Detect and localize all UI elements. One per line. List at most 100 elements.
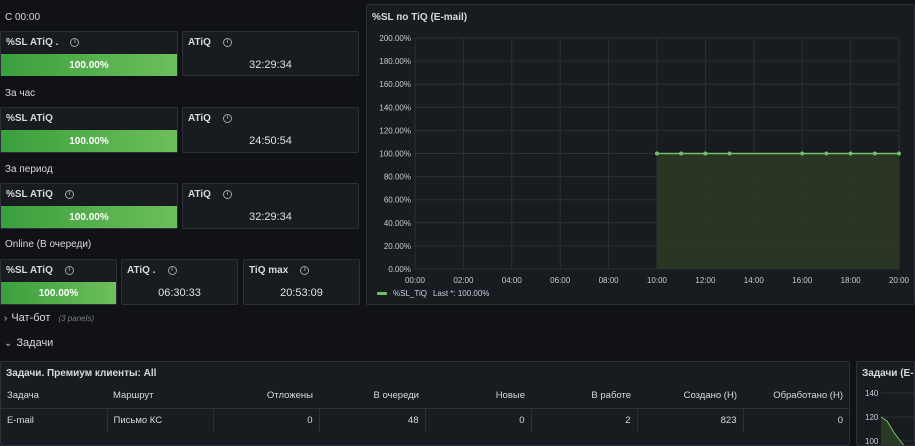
table-row[interactable]: E-mail Письмо КС 0 48 0 2 823 0 — [1, 408, 849, 432]
table-cell: E-mail — [1, 408, 108, 432]
y-tick-label: 20.00% — [384, 242, 411, 251]
table-cell: 48 — [319, 408, 426, 432]
chart-legend[interactable]: %SL_TiQ Last *: 100.00% — [377, 289, 489, 298]
atiq-value: 32:29:34 — [249, 211, 292, 223]
x-tick-label: 10:00 — [647, 276, 668, 285]
x-tick-label: 14:00 — [744, 276, 765, 285]
x-tick-label: 00:00 — [405, 276, 426, 285]
info-icon[interactable]: i — [300, 266, 310, 275]
info-icon[interactable]: i — [222, 190, 232, 199]
column-header[interactable]: Обработано (Н) — [743, 384, 849, 409]
atiq-value: 24:50:54 — [249, 135, 292, 147]
info-icon[interactable]: i — [64, 190, 74, 199]
section-online: Online (В очереди) — [5, 239, 92, 250]
tiq-max-value: 20:53:09 — [280, 287, 323, 299]
data-point — [824, 151, 829, 156]
row-chatbot[interactable]: › Чат-бот (3 panels) — [4, 312, 94, 324]
panel-title: %SL ATiQ — [6, 189, 53, 200]
info-icon[interactable]: i — [222, 114, 232, 123]
atiq-panel-2[interactable]: ATiQ i 24:50:54 — [182, 107, 359, 153]
data-point — [872, 151, 877, 156]
data-point — [679, 151, 684, 156]
tiq-max-panel[interactable]: TiQ max i 20:53:09 — [243, 259, 360, 305]
x-tick-label: 08:00 — [599, 276, 620, 285]
info-icon[interactable]: i — [64, 266, 74, 275]
y-tick-label: 60.00% — [384, 196, 411, 205]
row-title: Чат-бот — [11, 312, 51, 324]
y-tick-label: 180.00% — [379, 57, 411, 66]
table-cell: 0 — [213, 408, 320, 432]
section-per-period: За период — [5, 164, 53, 175]
sl-atiq-panel-2[interactable]: %SL ATiQ 100.00% — [0, 107, 178, 153]
panel-title: ATiQ — [188, 113, 211, 124]
column-header[interactable]: В работе — [531, 384, 637, 409]
section-since-midnight: С 00:00 — [5, 12, 41, 23]
atiq-panel-1[interactable]: ATiQ i 32:29:34 — [182, 31, 359, 76]
sl-gauge-bar: 100.00% — [1, 130, 177, 152]
data-point — [655, 151, 659, 156]
panel-title: ATiQ — [188, 37, 211, 48]
table-cell: 0 — [837, 414, 843, 426]
data-point — [848, 151, 853, 156]
tasks-table-panel[interactable]: Задачи. Премиум клиенты: All Задача Марш… — [0, 361, 850, 446]
mini-chart-title: Задачи (E-m — [862, 368, 914, 379]
sl-tiq-chart-panel[interactable]: %SL по TiQ (E-mail) 0.00% 20.00% 40.00% 60.… — [366, 4, 915, 305]
chevron-right-icon: › — [4, 313, 8, 324]
tasks-mini-chart-panel[interactable]: Задачи (E-m 140 120 100 — [856, 361, 915, 446]
y-tick-label: 100.00% — [379, 150, 411, 159]
column-header[interactable]: В очереди — [319, 384, 425, 409]
table-header-row: Задача Маршрут Отложены В очереди Новые … — [1, 384, 849, 409]
sl-atiq-panel-3[interactable]: %SL ATiQ i 100.00% — [0, 183, 178, 229]
data-point — [800, 151, 805, 156]
y-tick-label: 40.00% — [384, 219, 411, 228]
x-tick-label: 18:00 — [841, 276, 862, 285]
row-tasks[interactable]: ⌄ Задачи — [4, 337, 53, 349]
column-header[interactable]: Новые — [425, 384, 531, 409]
chart-title: %SL по TiQ (E-mail) — [372, 12, 468, 23]
atiq-panel-3[interactable]: ATiQ i 32:29:34 — [182, 183, 359, 229]
column-header[interactable]: Задача — [1, 384, 107, 409]
panel-title: TiQ max — [249, 265, 289, 276]
x-tick-label: 12:00 — [695, 276, 716, 285]
sl-gauge-bar: 100.00% — [1, 206, 177, 228]
atiq-value: 06:30:33 — [158, 287, 201, 299]
panel-title: %SL ATiQ . — [6, 37, 59, 48]
table-cell: 823 — [637, 408, 744, 432]
atiq-panel-4[interactable]: ATiQ . i 06:30:33 — [121, 259, 238, 305]
x-tick-label: 02:00 — [453, 276, 474, 285]
row-title: Задачи — [16, 337, 54, 349]
table-title: Задачи. Премиум клиенты: All — [6, 368, 157, 379]
info-icon[interactable]: i — [222, 38, 232, 47]
x-tick-label: 20:00 — [889, 276, 910, 285]
table-cell: 0 — [425, 408, 532, 432]
y-tick-label: 0.00% — [388, 265, 411, 274]
tasks-table: Задача Маршрут Отложены В очереди Новые … — [1, 384, 849, 432]
mini-chart-area — [880, 392, 914, 445]
mini-y-tick: 140 — [865, 389, 879, 398]
y-tick-label: 140.00% — [379, 103, 411, 112]
sl-tiq-chart[interactable]: 0.00% 20.00% 40.00% 60.00% 80.00% 100.00% 120.… — [367, 5, 915, 306]
column-header[interactable]: Отложены — [213, 384, 319, 409]
series-area-fill — [657, 153, 899, 269]
panel-title: %SL ATiQ — [6, 265, 53, 276]
y-tick-label: 160.00% — [379, 80, 411, 89]
sl-gauge-bar: 100.00% — [1, 54, 177, 76]
sl-atiq-panel-1[interactable]: %SL ATiQ . i 100.00% — [0, 31, 178, 76]
y-tick-label: 120.00% — [379, 126, 411, 135]
table-cell: Письмо КС — [107, 408, 214, 432]
x-tick-label: 16:00 — [792, 276, 813, 285]
data-point — [727, 151, 732, 156]
panel-title: ATiQ . — [127, 265, 156, 276]
column-header[interactable]: Маршрут — [107, 384, 213, 409]
mini-y-tick: 100 — [865, 437, 879, 446]
x-tick-label: 04:00 — [502, 276, 523, 285]
info-icon[interactable]: i — [70, 38, 80, 47]
atiq-value: 32:29:34 — [249, 59, 292, 71]
info-icon[interactable]: i — [167, 266, 177, 275]
x-tick-label: 06:00 — [550, 276, 571, 285]
column-header[interactable]: Создано (Н) — [637, 384, 743, 409]
panel-title: ATiQ — [188, 189, 211, 200]
legend-last-value: Last *: 100.00% — [432, 289, 490, 298]
panel-title: %SL ATiQ — [6, 113, 53, 124]
sl-atiq-panel-4[interactable]: %SL ATiQ i 100.00% — [0, 259, 117, 305]
